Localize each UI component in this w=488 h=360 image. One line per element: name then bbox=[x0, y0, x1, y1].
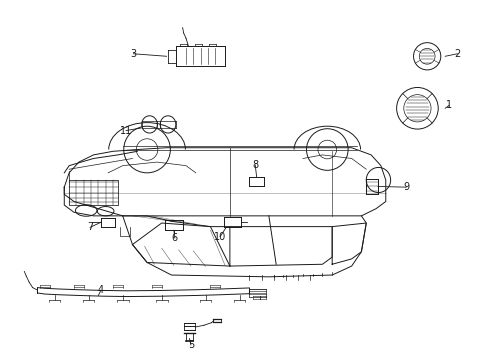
Text: 3: 3 bbox=[130, 49, 136, 59]
Text: 1: 1 bbox=[445, 100, 451, 111]
Text: 5: 5 bbox=[187, 340, 194, 350]
Text: 6: 6 bbox=[171, 233, 178, 243]
Text: 9: 9 bbox=[402, 182, 408, 192]
Text: 8: 8 bbox=[252, 160, 258, 170]
Text: 2: 2 bbox=[453, 49, 460, 59]
Text: 11: 11 bbox=[120, 126, 132, 135]
Text: 7: 7 bbox=[87, 222, 93, 232]
Text: 4: 4 bbox=[98, 285, 103, 296]
Text: 10: 10 bbox=[214, 232, 226, 242]
